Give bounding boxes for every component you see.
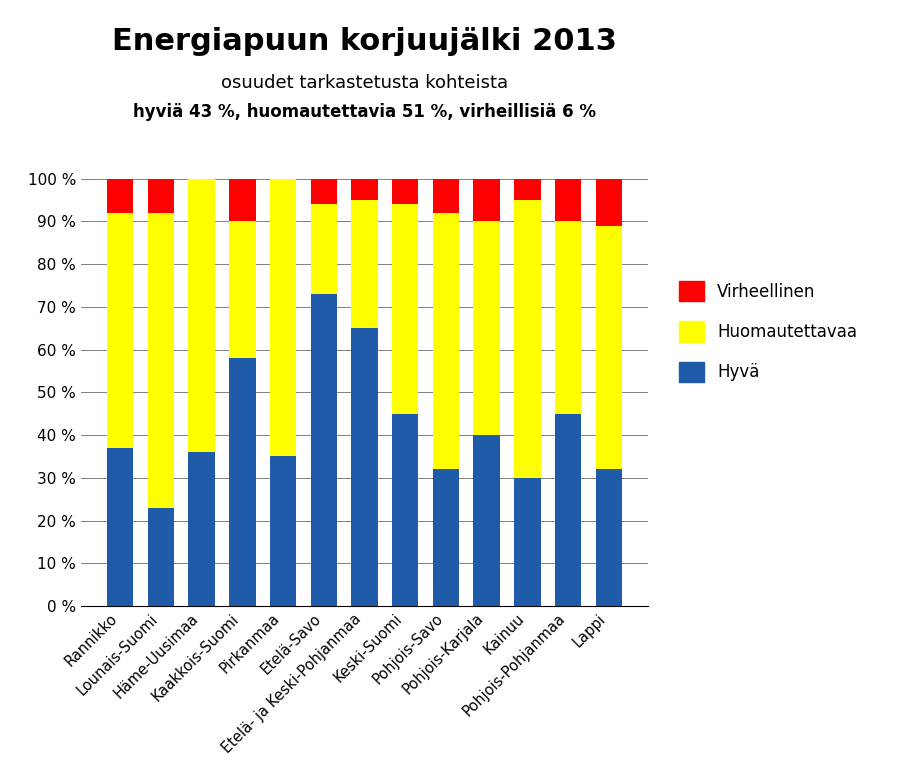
Bar [229,358,256,606]
Bar [433,179,459,213]
Text: hyviä 43 %, huomautettavia 51 %, virheillisiä 6 %: hyviä 43 %, huomautettavia 51 %, virheil… [133,103,596,120]
Bar [392,204,418,414]
Bar [555,179,581,221]
Bar [107,213,133,448]
Bar [433,469,459,606]
Bar [596,179,622,226]
Bar [392,179,418,204]
Bar [310,204,337,294]
Text: osuudet tarkastetusta kohteista: osuudet tarkastetusta kohteista [220,74,508,92]
Bar [555,221,581,414]
Bar [514,200,541,478]
Bar [188,452,215,606]
Bar [596,226,622,469]
Legend: Virheellinen, Huomautettavaa, Hyvä: Virheellinen, Huomautettavaa, Hyvä [679,281,858,382]
Bar [433,213,459,469]
Bar [107,448,133,606]
Bar [188,179,215,452]
Bar [351,329,378,606]
Bar [229,221,256,358]
Bar [310,179,337,204]
Text: Energiapuun korjuujälki 2013: Energiapuun korjuujälki 2013 [112,27,616,56]
Bar [310,294,337,606]
Bar [555,414,581,606]
Bar [351,200,378,329]
Bar [148,508,174,606]
Bar [148,179,174,213]
Bar [596,469,622,606]
Bar [514,478,541,606]
Bar [270,179,296,457]
Bar [473,435,500,606]
Bar [514,179,541,200]
Bar [473,221,500,435]
Bar [473,179,500,221]
Bar [270,457,296,606]
Bar [392,414,418,606]
Bar [229,179,256,221]
Bar [148,213,174,508]
Bar [107,179,133,213]
Bar [351,179,378,200]
